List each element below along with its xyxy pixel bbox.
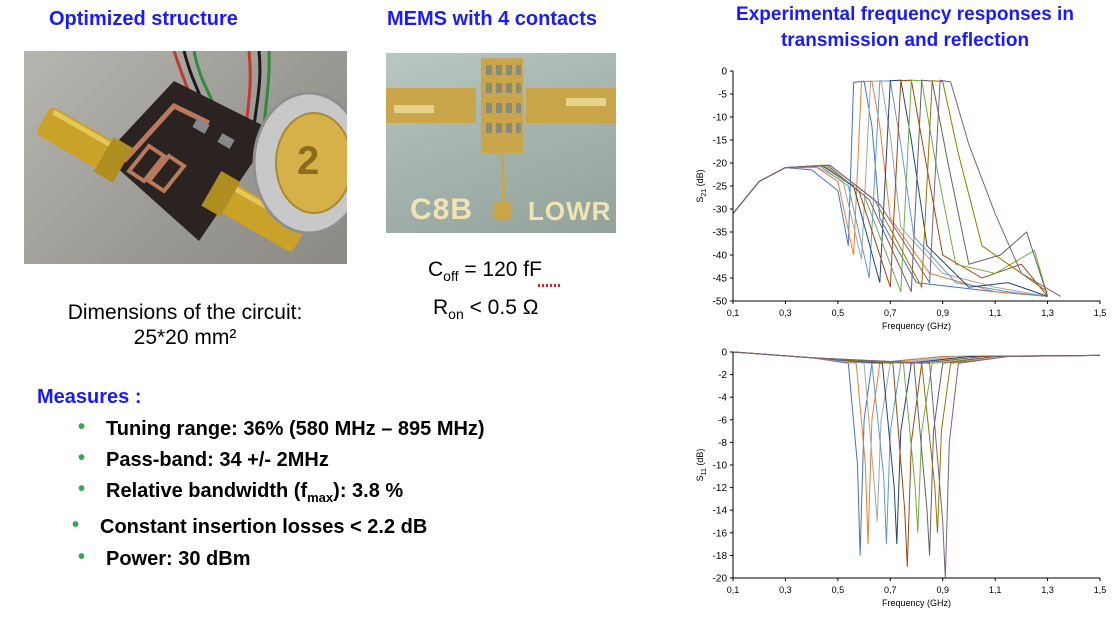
x-tick-label: 0,1 — [727, 585, 740, 595]
x-tick-label: 0,9 — [936, 585, 949, 595]
y-tick-label: -35 — [713, 228, 728, 239]
y-tick-label: -5 — [718, 90, 727, 101]
x-tick-label: 0,5 — [832, 585, 845, 595]
x-tick-label: 0,7 — [884, 585, 897, 595]
coin-label: 2 — [297, 139, 320, 183]
bullet-icon: • — [78, 478, 86, 500]
series-line — [732, 80, 1048, 293]
list-item: • Tuning range: 36% (580 MHz – 895 MHz) — [78, 416, 485, 440]
series-line — [732, 351, 1101, 556]
measures-heading: Measures : — [37, 386, 142, 408]
chip-label-left: C8B — [410, 193, 474, 226]
bullet-icon: • — [78, 546, 86, 568]
bullet-icon: • — [78, 416, 86, 438]
y-tick-label: -8 — [718, 438, 727, 449]
dimensions-line2: 25*20 mm² — [133, 326, 237, 349]
x-tick-label: 0,5 — [832, 308, 845, 318]
list-item: • Relative bandwidth (fmax): 3.8 % — [78, 478, 404, 505]
dimensions-text: Dimensions of the circuit: 25*20 mm² — [30, 300, 340, 350]
x-tick-label: 0,1 — [727, 308, 740, 318]
y-tick-label: -10 — [713, 113, 728, 124]
list-item: • Constant insertion losses < 2.2 dB — [72, 514, 428, 538]
coff-param: Coff = 120 fF — [428, 258, 542, 284]
x-tick-label: 0,3 — [779, 585, 792, 595]
ron-value: < 0.5 Ω — [463, 296, 539, 319]
series-line — [732, 79, 1049, 297]
x-tick-label: 1,3 — [1041, 308, 1054, 318]
y-tick-label: 0 — [721, 348, 727, 359]
ron-param: Ron < 0.5 Ω — [433, 296, 538, 322]
y-tick-label: -40 — [713, 251, 728, 262]
series-line — [732, 79, 1061, 297]
circuit-photo-illustration — [37, 51, 347, 251]
chip-label-right: LOWR — [528, 196, 612, 226]
y-tick-label: -25 — [713, 182, 728, 193]
x-tick-label: 0,3 — [779, 308, 792, 318]
list-item: • Pass-band: 34 +/- 2MHz — [78, 447, 329, 471]
y-tick-label: -10 — [713, 461, 728, 472]
series-line — [732, 351, 1101, 567]
y-tick-label: -2 — [718, 370, 727, 381]
y-tick-label: -4 — [718, 393, 727, 404]
x-axis-label: Frequency (GHz) — [882, 598, 951, 608]
x-tick-label: 1,1 — [989, 308, 1002, 318]
experimental-title-line2: transmission and reflection — [780, 30, 1030, 51]
x-tick-label: 1,3 — [1041, 585, 1054, 595]
experimental-title-line1: Experimental frequency responses in — [736, 4, 1074, 25]
mems-photo-illustration — [386, 58, 616, 219]
y-tick-label: -15 — [713, 136, 728, 147]
y-tick-label: -14 — [713, 506, 728, 517]
experimental-title: Experimental frequency responses in tran… — [715, 2, 1095, 54]
x-axis-label: Frequency (GHz) — [882, 321, 951, 331]
x-tick-label: 1,1 — [989, 585, 1002, 595]
y-axis-label: S21 (dB) — [695, 169, 708, 202]
mems-title: MEMS with 4 contacts — [387, 8, 598, 30]
y-tick-label: -50 — [713, 297, 728, 308]
y-tick-label: -6 — [718, 415, 727, 426]
series-line — [732, 351, 1101, 522]
series-line — [732, 351, 1101, 579]
y-tick-label: -12 — [713, 483, 728, 494]
series-line — [732, 351, 1101, 533]
circuit-photo: 2 — [24, 51, 347, 264]
x-tick-label: 0,9 — [936, 308, 949, 318]
mems-photo: C8B LOWR — [386, 53, 616, 233]
s21-chart: 0 -5 -10 -15 -20 -25 -30 -35 -40 -45 -500,1 0,3 0,5 0… — [695, 67, 1107, 332]
y-tick-label: -16 — [713, 528, 728, 539]
y-tick-label: -20 — [713, 159, 728, 170]
series-line — [732, 351, 1101, 556]
s11-chart: 0 -2 -4 -6 -8 -10 -12 -14 -16 -18 -200,1 0,3 0,5 0,7 0… — [695, 348, 1107, 609]
bullet-icon: • — [78, 447, 86, 469]
dimensions-line1: Dimensions of the circuit: — [67, 301, 303, 324]
x-tick-label: 1,5 — [1094, 308, 1107, 318]
y-tick-label: -20 — [713, 574, 728, 585]
coff-symbol: C — [428, 258, 444, 281]
y-tick-label: 0 — [721, 67, 727, 78]
x-tick-label: 0,7 — [884, 308, 897, 318]
ron-subscript: on — [448, 306, 464, 323]
bullet-icon: • — [72, 514, 80, 536]
spellcheck-underline — [538, 284, 560, 287]
list-item: • Power: 30 dBm — [78, 546, 251, 570]
y-axis-label: S11 (dB) — [695, 449, 708, 482]
y-tick-label: -30 — [713, 205, 728, 216]
ron-symbol: R — [433, 296, 449, 319]
y-tick-label: -45 — [713, 274, 728, 285]
coff-value: = 120 fF — [458, 258, 542, 281]
optimized-structure-title: Optimized structure — [49, 8, 238, 30]
x-tick-label: 1,5 — [1094, 585, 1107, 595]
coff-subscript: off — [443, 268, 459, 285]
y-tick-label: -18 — [713, 551, 728, 562]
